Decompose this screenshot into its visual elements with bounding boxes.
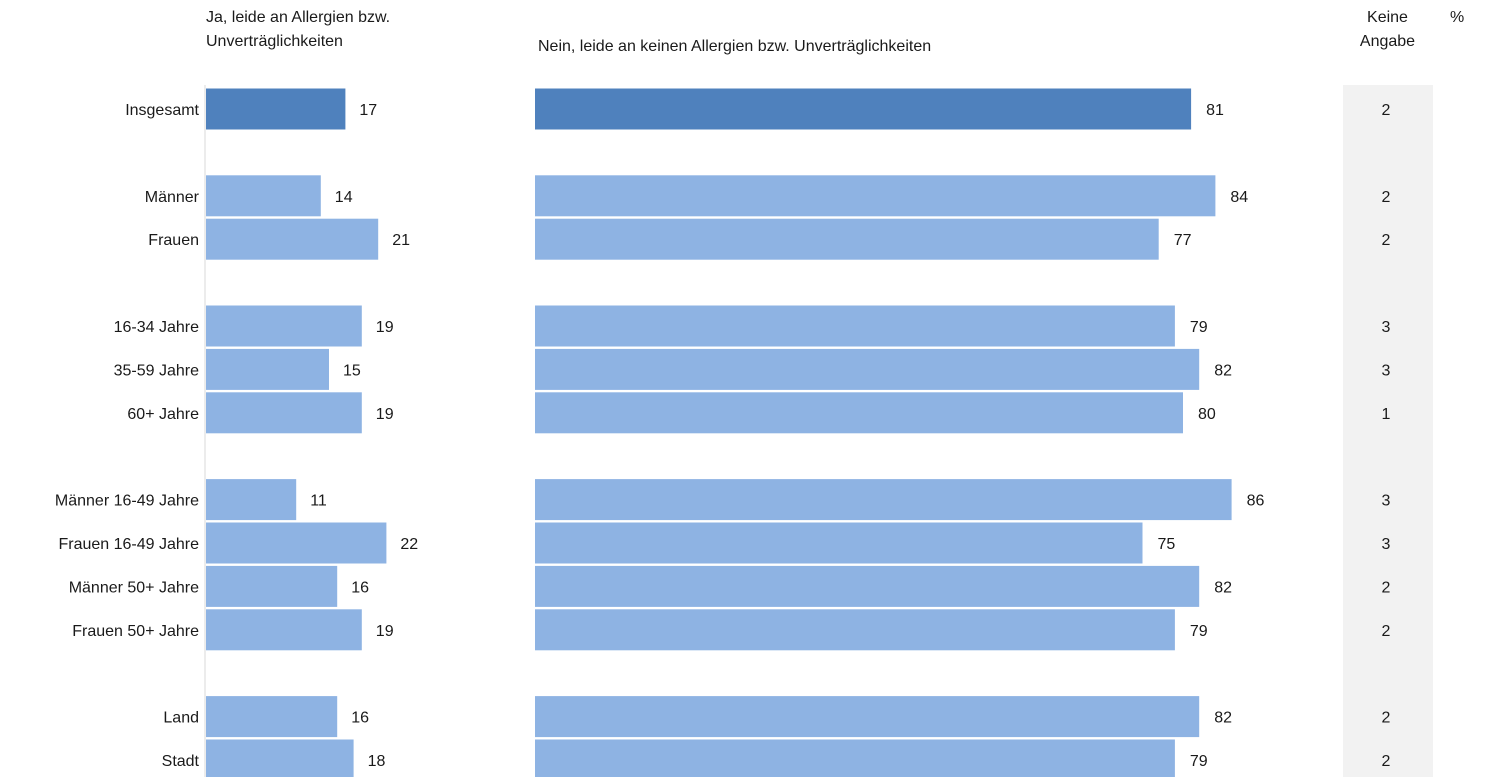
bar-yes (206, 479, 297, 521)
data-label-yes: 19 (376, 406, 394, 423)
bar-yes (206, 609, 362, 651)
bar-no (535, 696, 1200, 738)
data-label-yes: 11 (310, 493, 327, 510)
category-label: 35-59 Jahre (114, 362, 199, 379)
data-label-no-answer: 2 (1382, 189, 1391, 206)
bar-yes (206, 88, 346, 130)
category-label: Männer 16-49 Jahre (55, 493, 199, 510)
data-label-no-answer: 1 (1382, 406, 1391, 423)
data-label-no-answer: 2 (1382, 710, 1391, 727)
bar-yes (206, 696, 338, 738)
category-label: Frauen 50+ Jahre (72, 623, 199, 640)
data-label-yes: 15 (343, 362, 361, 379)
bar-no (535, 175, 1216, 217)
bar-yes (206, 305, 362, 347)
bar-no (535, 88, 1192, 130)
data-label-no-answer: 3 (1382, 362, 1391, 379)
data-label-no: 81 (1206, 102, 1224, 119)
no-answer-background (1343, 85, 1433, 777)
category-label: Insgesamt (125, 102, 199, 119)
bar-yes (206, 175, 321, 217)
bar-yes (206, 392, 362, 434)
bar-no (535, 392, 1183, 434)
data-label-no-answer: 2 (1382, 579, 1391, 596)
data-label-no: 79 (1190, 319, 1208, 336)
category-label: Frauen (148, 232, 199, 249)
bar-no (535, 305, 1175, 347)
category-label: 60+ Jahre (127, 406, 199, 423)
bar-no (535, 479, 1232, 521)
bar-no (535, 609, 1175, 651)
bar-yes (206, 218, 379, 260)
data-label-no: 82 (1214, 579, 1232, 596)
data-label-no-answer: 2 (1382, 232, 1391, 249)
data-label-no-answer: 2 (1382, 623, 1391, 640)
bar-no (535, 218, 1159, 260)
bar-yes (206, 522, 387, 564)
data-label-no: 77 (1174, 232, 1192, 249)
bar-yes (206, 739, 354, 777)
data-label-yes: 16 (351, 710, 369, 727)
bar-yes (206, 348, 329, 390)
data-label-no-answer: 3 (1382, 536, 1391, 553)
data-label-yes: 22 (400, 536, 418, 553)
data-label-yes: 19 (376, 319, 394, 336)
data-label-no-answer: 2 (1382, 753, 1391, 770)
category-label: Land (163, 710, 199, 727)
bar-no (535, 522, 1143, 564)
data-label-yes: 14 (335, 189, 353, 206)
data-label-yes: 19 (376, 623, 394, 640)
bar-no (535, 739, 1175, 777)
header-no-answer-column: Keine Angabe (1359, 9, 1416, 50)
data-label-no-answer: 3 (1382, 493, 1391, 510)
category-label: Männer 50+ Jahre (69, 579, 199, 596)
data-label-no: 79 (1190, 623, 1208, 640)
data-label-yes: 21 (392, 232, 410, 249)
data-label-no: 80 (1198, 406, 1216, 423)
bar-no (535, 565, 1200, 607)
category-label: Frauen 16-49 Jahre (58, 536, 199, 553)
data-label-no: 75 (1158, 536, 1176, 553)
data-label-no: 82 (1214, 710, 1232, 727)
header-yes-column: Ja, leide an Allergien bzw. Unverträglic… (206, 9, 391, 50)
category-label: Stadt (162, 753, 200, 770)
data-label-no: 79 (1190, 753, 1208, 770)
data-label-no: 86 (1247, 493, 1265, 510)
data-label-no: 84 (1230, 189, 1248, 206)
bar-no (535, 348, 1200, 390)
category-label: Männer (145, 189, 200, 206)
header-no-column: Nein, leide an keinen Allergien bzw. Unv… (538, 38, 932, 55)
data-label-no: 82 (1214, 362, 1232, 379)
data-label-no-answer: 3 (1382, 319, 1391, 336)
category-label: 16-34 Jahre (114, 319, 199, 336)
data-label-no-answer: 2 (1382, 102, 1391, 119)
bar-yes (206, 565, 338, 607)
data-label-yes: 17 (359, 102, 377, 119)
data-label-yes: 18 (368, 753, 386, 770)
unit-label: % (1450, 9, 1465, 26)
data-label-yes: 16 (351, 579, 369, 596)
